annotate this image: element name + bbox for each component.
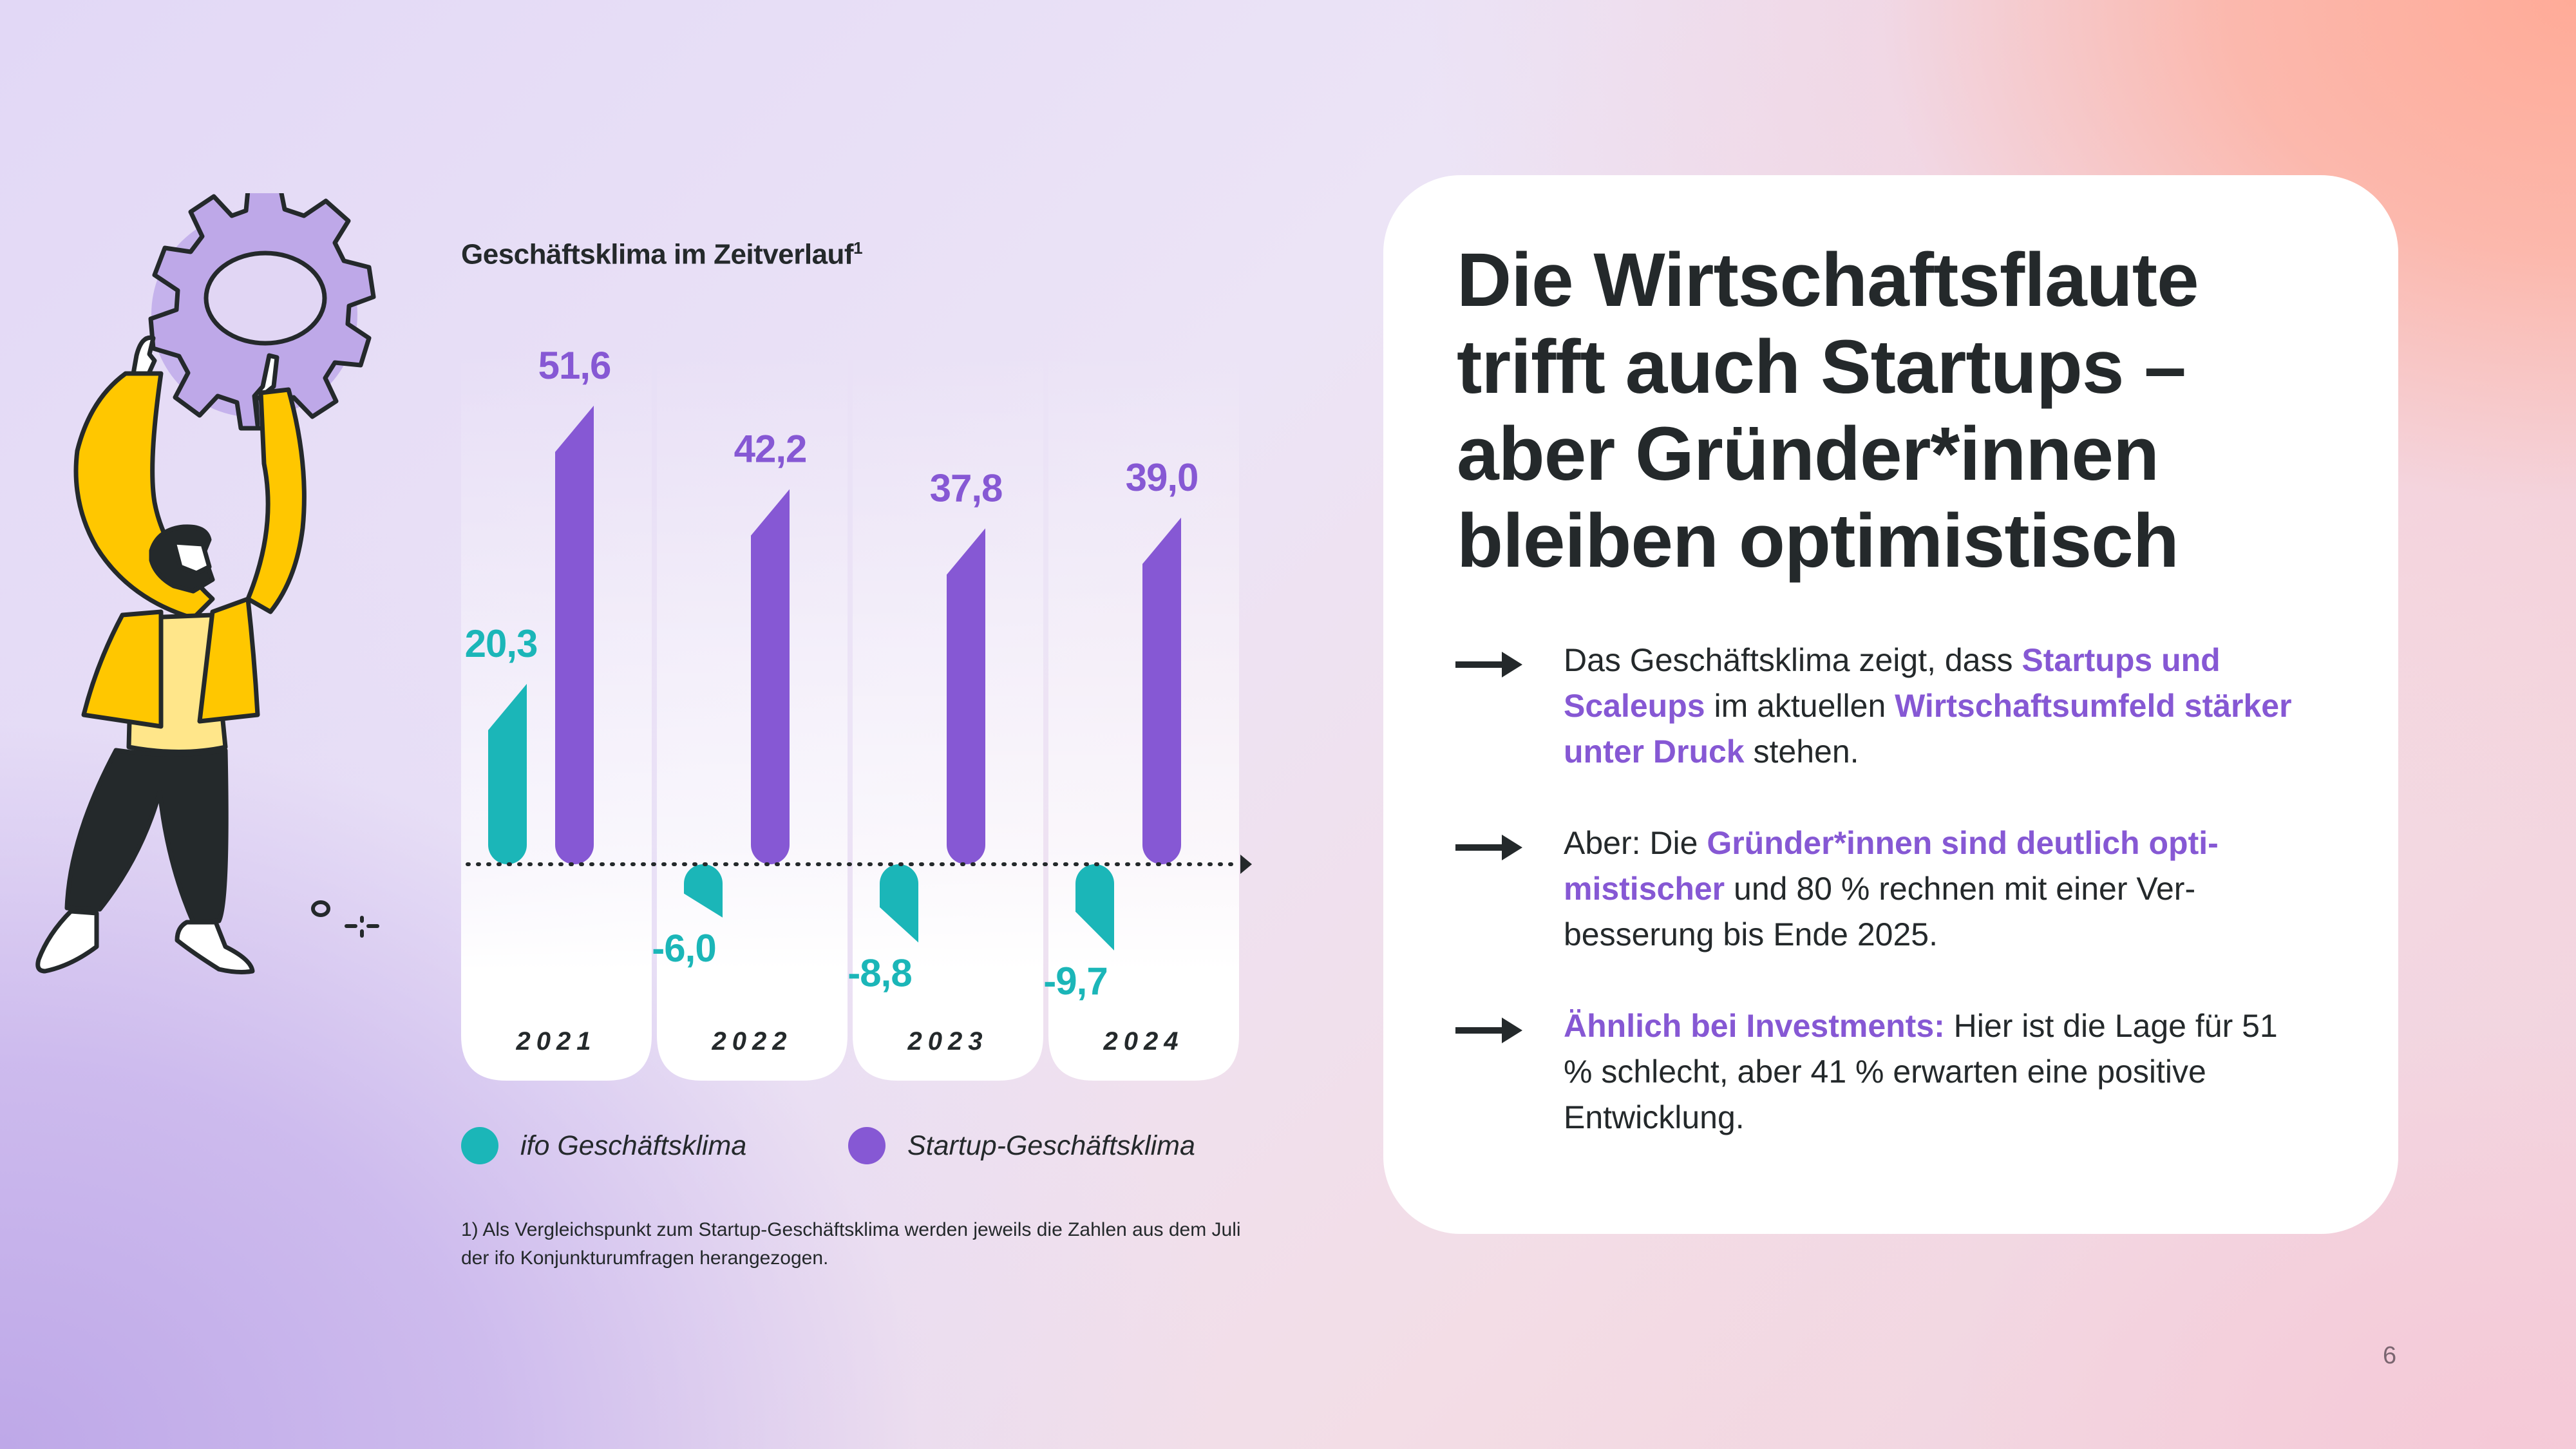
arrow-right-icon xyxy=(1455,638,1526,775)
legend-label-startup: Startup-Geschäftsklima xyxy=(907,1130,1195,1161)
legend-dot-ifo xyxy=(461,1127,498,1164)
headline: Die Wirtschaftsflaute trifft auch Startu… xyxy=(1457,238,2199,583)
sparkle-decoration xyxy=(311,900,379,938)
data-label-ifo: -6,0 xyxy=(652,927,715,970)
person-with-gear-illustration xyxy=(35,193,379,974)
highlight-text: Gründer*innen sind deutlich opti­mistisc… xyxy=(1564,825,2219,907)
gear-icon xyxy=(148,193,376,431)
bullet-item: Ähnlich bei Investments: Hier ist die La… xyxy=(1455,1003,2331,1141)
highlight-text: Wirtschaftsumfeld stärker unter Druck xyxy=(1564,688,2292,770)
bar-startup xyxy=(751,489,790,864)
body-text: stehen. xyxy=(1744,734,1859,770)
data-label-ifo: 20,3 xyxy=(465,622,538,665)
bullet-item: Aber: Die Gründer*innen sind deutlich op… xyxy=(1455,820,2331,958)
x-tick-label: 2024 xyxy=(1103,1027,1184,1056)
data-label-startup: 42,2 xyxy=(734,428,807,471)
x-tick-label: 2022 xyxy=(712,1027,793,1056)
bar-ifo xyxy=(880,864,918,943)
bar-startup xyxy=(555,405,594,864)
body-text: Hier ist die Lage für 51 % schlecht, abe… xyxy=(1564,1008,2278,1135)
data-label-ifo: -9,7 xyxy=(1043,960,1107,1003)
x-tick-label: 2023 xyxy=(907,1027,989,1056)
data-label-ifo: -8,8 xyxy=(848,951,911,994)
bullet-text: Das Geschäftsklima zeigt, dass Startups … xyxy=(1564,638,2311,775)
bullet-text: Aber: Die Gründer*innen sind deutlich op… xyxy=(1564,820,2311,958)
bar-ifo xyxy=(488,683,527,864)
legend-label-ifo: ifo Geschäftsklima xyxy=(520,1130,747,1161)
arrow-right-icon xyxy=(1455,1003,1526,1141)
arrow-right-icon xyxy=(1455,820,1526,958)
bullet-text: Ähnlich bei Investments: Hier ist die La… xyxy=(1564,1003,2311,1141)
x-tick-label: 2021 xyxy=(516,1027,597,1056)
legend-dot-startup xyxy=(848,1127,886,1164)
chart-title-text: Geschäftsklima im Zeitverlauf xyxy=(461,238,854,270)
chart-footnote: 1) Als Vergleichspunkt zum Startup-Gesch… xyxy=(461,1219,1241,1269)
body-text: Aber: Die xyxy=(1564,825,1707,861)
highlight-text: Ähnlich bei Investments: xyxy=(1564,1008,1945,1044)
bar-ifo xyxy=(1075,864,1114,951)
x-axis-arrowhead xyxy=(1240,855,1252,874)
legend-item-startup: Startup-Geschäftsklima xyxy=(848,1127,1195,1164)
body-text: und 80 % rechnen mit einer Ver­besserung… xyxy=(1564,871,2196,952)
info-card: Die Wirtschaftsflaute trifft auch Startu… xyxy=(1383,175,2398,1234)
bar-startup xyxy=(1142,517,1181,864)
body-text: im aktuellen xyxy=(1705,688,1895,724)
bar-ifo xyxy=(684,864,723,918)
body-text: Das Geschäftsklima zeigt, dass xyxy=(1564,642,2022,678)
bar-startup xyxy=(947,528,985,864)
page-number: 6 xyxy=(2383,1342,2397,1369)
footnote-marker: 1 xyxy=(853,238,863,258)
data-label-startup: 51,6 xyxy=(538,344,611,387)
bullet-item: Das Geschäftsklima zeigt, dass Startups … xyxy=(1455,638,2331,775)
highlight-text: Startups und Scaleups xyxy=(1564,642,2221,724)
data-label-startup: 39,0 xyxy=(1126,456,1198,499)
data-label-startup: 37,8 xyxy=(930,466,1003,509)
chart-title: Geschäftsklima im Zeitverlauf1 xyxy=(461,238,863,271)
person-figure xyxy=(35,335,307,974)
legend-item-ifo: ifo Geschäftsklima xyxy=(461,1127,746,1164)
